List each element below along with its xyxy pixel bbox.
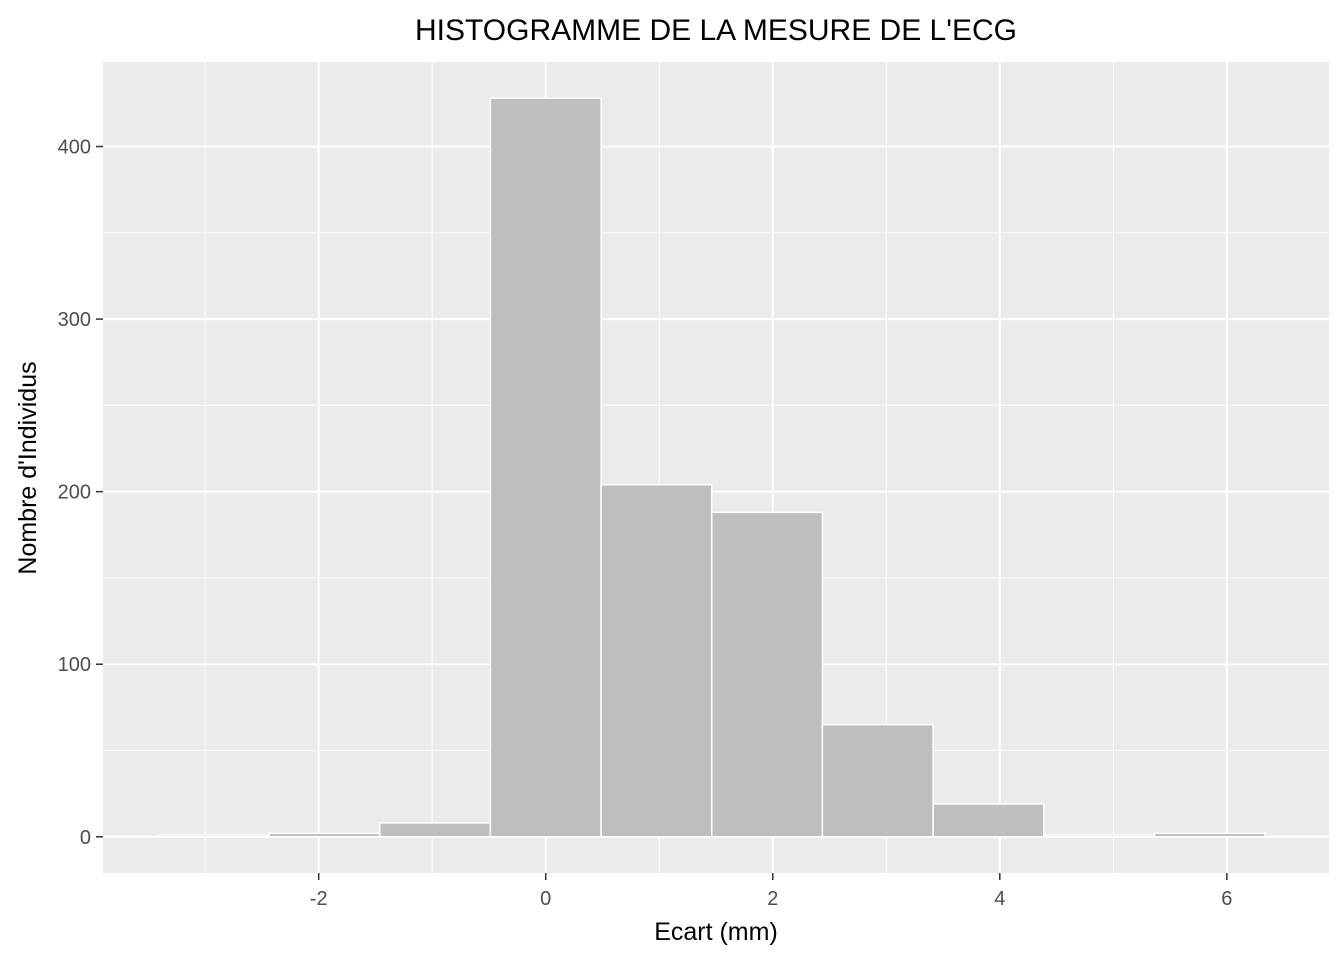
histogram-bar xyxy=(1043,834,1156,838)
y-axis-ticks: 0 100 200 300 400 xyxy=(58,137,103,849)
histogram-bar xyxy=(268,832,381,838)
histogram-bar xyxy=(157,834,270,838)
histogram-bar xyxy=(821,723,934,838)
y-axis-title: Nombre d'Individus xyxy=(14,361,42,574)
histogram-bar xyxy=(489,97,602,838)
y-tick-label: 100 xyxy=(58,654,91,676)
histogram-bars xyxy=(157,97,1266,838)
y-tick-label: 0 xyxy=(80,827,91,849)
histogram-bar xyxy=(932,803,1045,838)
histogram-bar xyxy=(710,511,824,838)
x-tick-label: 0 xyxy=(540,888,551,910)
y-tick-label: 200 xyxy=(58,482,91,504)
y-tick-label: 300 xyxy=(58,309,91,331)
x-axis-title: Ecart (mm) xyxy=(654,918,778,946)
histogram-bar xyxy=(600,484,713,838)
chart-title: HISTOGRAMME DE LA MESURE DE L'ECG xyxy=(415,14,1017,47)
histogram-bar xyxy=(1153,832,1266,838)
x-tick-label: 4 xyxy=(994,888,1005,910)
x-tick-label: -2 xyxy=(310,888,328,910)
x-tick-label: 2 xyxy=(767,888,778,910)
x-tick-label: 6 xyxy=(1221,888,1232,910)
y-tick-label: 400 xyxy=(58,137,91,159)
histogram-bar xyxy=(378,822,492,838)
x-axis-ticks: -2 0 2 4 6 xyxy=(310,873,1232,910)
